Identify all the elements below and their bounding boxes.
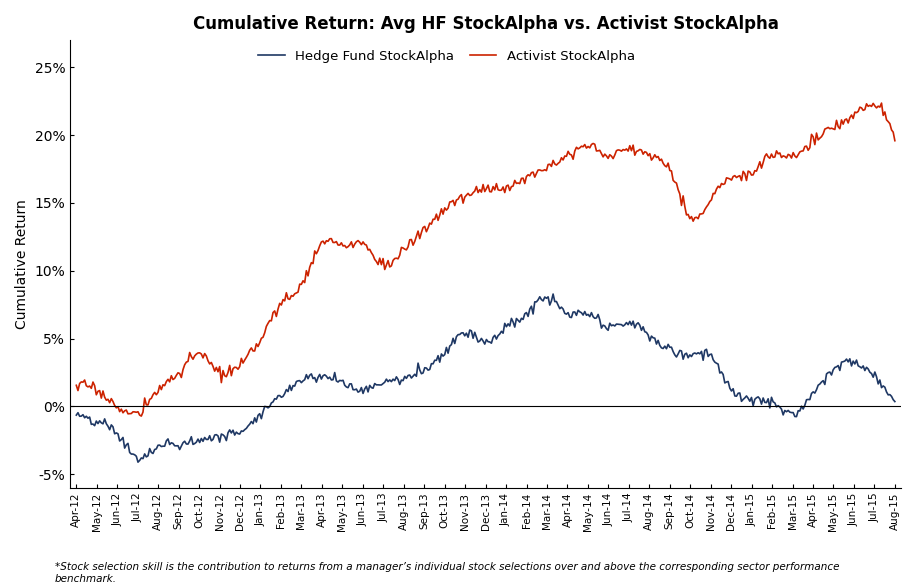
Activist StockAlpha xyxy=(386,262,397,269)
Title: Cumulative Return: Avg HF StockAlpha vs. Activist StockAlpha: Cumulative Return: Avg HF StockAlpha vs.… xyxy=(192,15,779,33)
Activist StockAlpha xyxy=(136,413,147,420)
Line: Hedge Fund StockAlpha: Hedge Fund StockAlpha xyxy=(76,294,895,462)
Hedge Fund StockAlpha xyxy=(889,398,900,405)
Activist StockAlpha xyxy=(816,133,827,140)
Hedge Fund StockAlpha xyxy=(601,325,612,332)
Hedge Fund StockAlpha xyxy=(818,377,829,384)
Hedge Fund StockAlpha xyxy=(133,458,144,465)
Legend: Hedge Fund StockAlpha, Activist StockAlpha: Hedge Fund StockAlpha, Activist StockAlp… xyxy=(253,45,640,68)
Line: Activist StockAlpha: Activist StockAlpha xyxy=(76,103,895,416)
Text: *Stock selection skill is the contribution to returns from a manager’s individua: *Stock selection skill is the contributi… xyxy=(55,562,839,584)
Hedge Fund StockAlpha xyxy=(746,394,757,401)
Hedge Fund StockAlpha xyxy=(71,411,82,419)
Activist StockAlpha xyxy=(745,168,756,176)
Hedge Fund StockAlpha xyxy=(763,395,774,402)
Hedge Fund StockAlpha xyxy=(548,291,559,298)
Activist StockAlpha xyxy=(71,382,82,389)
Activist StockAlpha xyxy=(162,376,173,383)
Activist StockAlpha xyxy=(876,100,887,107)
Y-axis label: Cumulative Return: Cumulative Return xyxy=(15,199,29,329)
Hedge Fund StockAlpha xyxy=(162,436,173,443)
Activist StockAlpha xyxy=(599,151,610,158)
Hedge Fund StockAlpha xyxy=(386,378,397,385)
Activist StockAlpha xyxy=(889,137,900,144)
Activist StockAlpha xyxy=(761,150,772,157)
